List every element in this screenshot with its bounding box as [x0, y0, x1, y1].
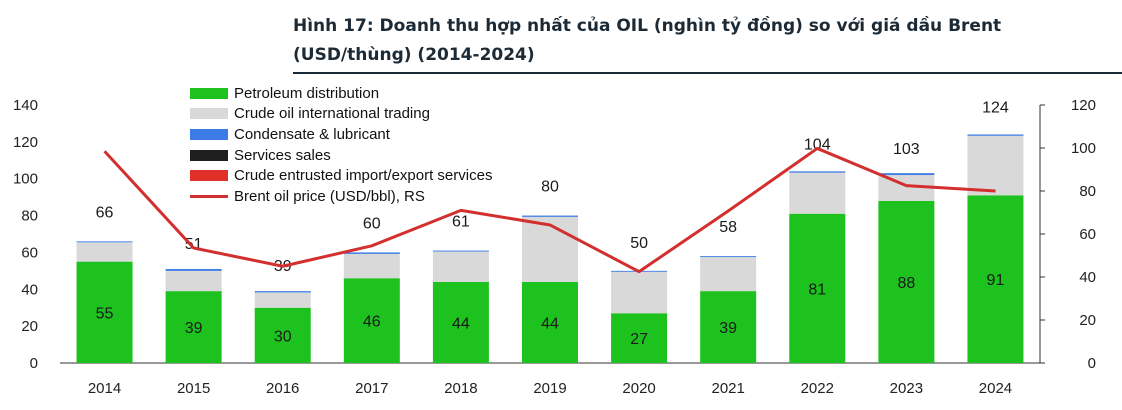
- chart-title: Hình 17: Doanh thu hợp nhất của OIL (ngh…: [293, 16, 1002, 65]
- legend-item-crude-entrusted: Crude entrusted import/export services: [190, 165, 492, 186]
- bar-crude_trading: [343, 253, 400, 279]
- bar-petroleum: [254, 307, 311, 363]
- bar-value-label: 55: [96, 305, 114, 322]
- legend-swatch-condensate: [190, 128, 228, 140]
- bar-value-label: 46: [363, 314, 381, 331]
- bar-crude_trading: [611, 271, 668, 314]
- bar-value-label: 91: [987, 272, 1005, 289]
- x-tick-label: 2015: [177, 380, 210, 397]
- legend-item-petroleum: Petroleum distribution: [190, 83, 492, 104]
- x-tick-label: 2023: [890, 380, 923, 397]
- x-tick-label: 2022: [801, 380, 834, 397]
- bar-condensate: [967, 134, 1024, 136]
- bar-crude_trading: [165, 270, 222, 292]
- x-tick-label: 2021: [711, 380, 744, 397]
- legend-item-brent: Brent oil price (USD/bbl), RS: [190, 186, 492, 207]
- bar-condensate: [522, 215, 578, 217]
- bar-value-label: 81: [808, 281, 826, 298]
- bar-condensate: [76, 241, 133, 243]
- total-label: 60: [363, 215, 381, 232]
- left-y-tick-label: 20: [21, 318, 38, 335]
- total-label: 50: [630, 235, 648, 252]
- bar-value-label: 27: [630, 331, 648, 348]
- title-underline: [293, 72, 1122, 74]
- total-label: 66: [96, 204, 114, 221]
- bar-condensate: [878, 173, 935, 176]
- bar-petroleum: [700, 291, 757, 363]
- bar-crude_trading: [789, 172, 846, 214]
- chart-legend: Petroleum distribution Crude oil interna…: [190, 83, 492, 207]
- bar-petroleum: [343, 278, 400, 363]
- bar-condensate: [789, 171, 846, 173]
- x-tick-label: 2019: [533, 380, 566, 397]
- right-y-tick-label: 120: [1071, 97, 1096, 114]
- left-y-tick-label: 100: [13, 171, 38, 188]
- total-label: 124: [982, 99, 1009, 116]
- legend-swatch-brent: [190, 194, 228, 198]
- bar-petroleum: [789, 213, 846, 363]
- bar-condensate: [343, 252, 400, 254]
- legend-label-crude-trading: Crude oil international trading: [234, 105, 430, 123]
- right-y-tick-label: 0: [1088, 355, 1096, 372]
- right-y-tick-label: 20: [1079, 312, 1096, 329]
- legend-label-petroleum: Petroleum distribution: [234, 84, 380, 102]
- left-y-tick-label: 80: [21, 208, 38, 225]
- total-label: 103: [893, 141, 920, 158]
- bar-petroleum: [165, 291, 222, 363]
- legend-item-condensate: Condensate & lubricant: [190, 124, 492, 145]
- bar-petroleum: [522, 281, 578, 363]
- x-tick-label: 2016: [266, 380, 299, 397]
- bar-condensate: [165, 269, 222, 271]
- bar-crude_trading: [700, 257, 757, 292]
- right-y-tick-label: 60: [1079, 226, 1096, 243]
- bar-petroleum: [76, 261, 133, 363]
- right-y-tick-label: 40: [1079, 269, 1096, 286]
- bar-crude_trading: [432, 251, 489, 282]
- bar-petroleum: [432, 281, 489, 363]
- left-y-tick-label: 120: [13, 134, 38, 151]
- bar-crude_trading: [254, 292, 311, 308]
- bar-crude_trading: [522, 216, 578, 282]
- x-tick-label: 2018: [444, 380, 477, 397]
- right-y-tick-label: 100: [1071, 140, 1096, 157]
- right-y-tick-label: 80: [1079, 183, 1096, 200]
- bar-petroleum: [967, 195, 1024, 363]
- total-label: 80: [541, 179, 559, 196]
- bar-condensate: [700, 256, 757, 258]
- legend-swatch-crude-trading: [190, 108, 228, 120]
- bar-value-label: 39: [719, 320, 737, 337]
- x-tick-label: 2020: [622, 380, 655, 397]
- left-y-tick-label: 140: [13, 97, 38, 114]
- bar-petroleum: [611, 313, 668, 363]
- left-y-tick-label: 40: [21, 281, 38, 298]
- total-label: 58: [719, 219, 737, 236]
- legend-item-services: Services sales: [190, 145, 492, 166]
- total-label: 104: [804, 136, 831, 153]
- bar-value-label: 44: [541, 315, 559, 332]
- left-y-tick-label: 60: [21, 244, 38, 261]
- legend-swatch-petroleum: [190, 87, 228, 99]
- bar-value-label: 39: [185, 320, 203, 337]
- legend-label-condensate: Condensate & lubricant: [234, 125, 390, 143]
- bar-crude_trading: [76, 242, 133, 262]
- legend-swatch-services: [190, 149, 228, 161]
- x-tick-label: 2024: [979, 380, 1012, 397]
- bar-value-label: 30: [274, 328, 292, 345]
- legend-label-services: Services sales: [234, 146, 331, 164]
- total-label: 61: [452, 214, 470, 231]
- bar-value-label: 88: [897, 275, 915, 292]
- legend-swatch-crude-entrusted: [190, 170, 228, 182]
- x-tick-label: 2014: [88, 380, 121, 397]
- bar-condensate: [254, 291, 311, 293]
- x-tick-label: 2017: [355, 380, 388, 397]
- bar-petroleum: [878, 200, 935, 363]
- legend-label-brent: Brent oil price (USD/bbl), RS: [234, 187, 425, 205]
- bar-crude_trading: [967, 135, 1024, 196]
- bar-value-label: 44: [452, 315, 470, 332]
- legend-label-crude-entrusted: Crude entrusted import/export services: [234, 167, 493, 185]
- left-y-tick-label: 0: [30, 355, 38, 372]
- legend-item-crude-trading: Crude oil international trading: [190, 104, 492, 125]
- bar-condensate: [432, 250, 489, 252]
